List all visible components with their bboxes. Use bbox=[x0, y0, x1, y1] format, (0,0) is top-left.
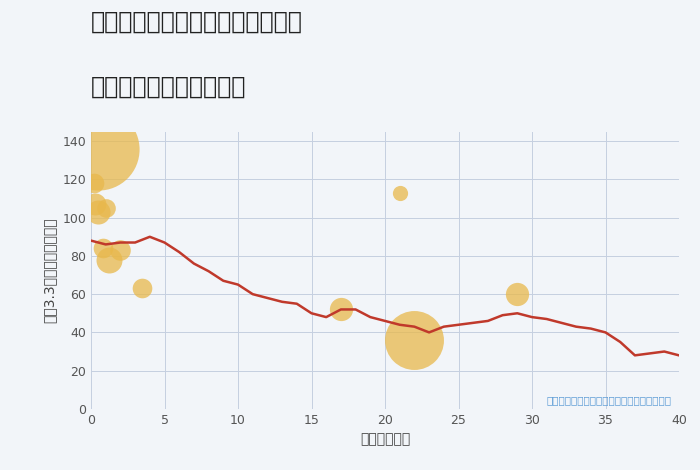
Point bbox=[100, 204, 111, 212]
Point bbox=[115, 246, 126, 254]
Point bbox=[335, 306, 346, 313]
Y-axis label: 坪（3.3㎡）単価（万円）: 坪（3.3㎡）単価（万円） bbox=[43, 218, 57, 323]
Point bbox=[97, 244, 108, 252]
Point bbox=[92, 208, 104, 216]
Text: 円の大きさは、取引のあった物件面積を示す: 円の大きさは、取引のあった物件面積を示す bbox=[547, 395, 672, 405]
Text: 愛知県清須市西枇杷島町下砂入の: 愛知県清須市西枇杷島町下砂入の bbox=[91, 9, 303, 33]
Point bbox=[394, 189, 405, 196]
Point bbox=[103, 256, 114, 264]
Point bbox=[88, 180, 99, 187]
X-axis label: 築年数（年）: 築年数（年） bbox=[360, 432, 410, 446]
Point bbox=[512, 290, 523, 298]
Text: 築年数別中古戸建て価格: 築年数別中古戸建て価格 bbox=[91, 75, 246, 99]
Point bbox=[136, 285, 148, 292]
Point bbox=[409, 337, 420, 344]
Point bbox=[92, 145, 104, 153]
Point bbox=[90, 201, 101, 208]
